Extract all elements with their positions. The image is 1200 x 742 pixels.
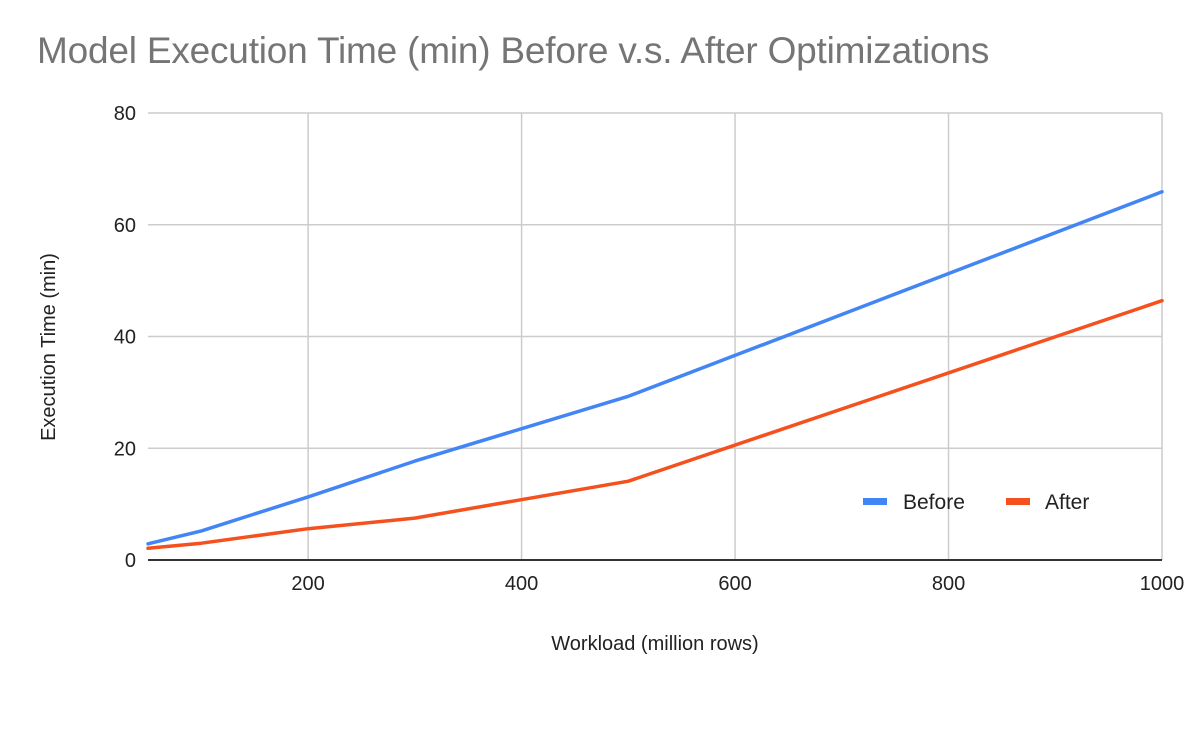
y-tick-label: 0: [125, 550, 136, 572]
x-tick-label: 1000: [1140, 573, 1185, 595]
y-tick-label: 60: [114, 215, 136, 237]
y-tick-label: 80: [114, 103, 136, 125]
x-axis-title: Workload (million rows): [551, 633, 758, 655]
legend-swatch-after: [1006, 498, 1030, 505]
x-tick-label: 600: [718, 573, 751, 595]
series-line-before: [146, 190, 1164, 546]
chart-title: Model Execution Time (min) Before v.s. A…: [37, 30, 990, 71]
y-axis-title: Execution Time (min): [38, 253, 60, 441]
y-tick-label: 40: [114, 327, 136, 349]
legend: Before After: [863, 491, 1089, 514]
x-tick-label: 400: [505, 573, 538, 595]
series-lines: [146, 190, 1164, 551]
x-axis-ticks: 200 400 600 800 1000: [291, 573, 1184, 595]
legend-label-before: Before: [903, 491, 965, 514]
y-axis-ticks: 0 20 40 60 80: [114, 103, 136, 572]
gridlines: [148, 112, 1163, 560]
x-tick-label: 800: [932, 573, 965, 595]
series-line-after: [146, 298, 1164, 551]
y-tick-label: 20: [114, 438, 136, 460]
legend-swatch-before: [863, 498, 887, 505]
legend-label-after: After: [1045, 491, 1089, 514]
x-tick-label: 200: [291, 573, 324, 595]
